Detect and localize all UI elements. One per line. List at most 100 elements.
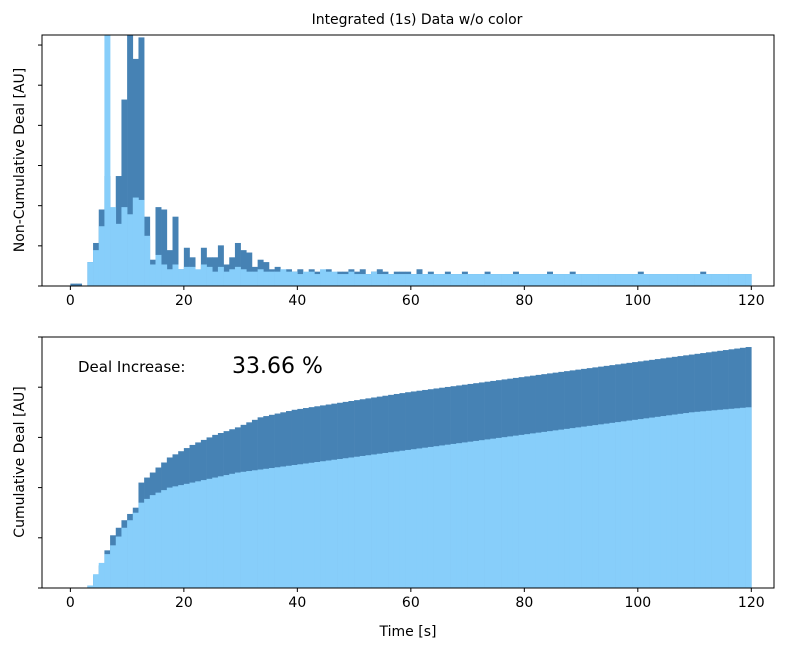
top-light-bar [229, 269, 236, 286]
top-light-bar [609, 274, 616, 286]
bottom-light-bar [291, 465, 298, 588]
bottom-light-bar [274, 467, 281, 588]
bottom-light-bar [87, 585, 94, 588]
top-light-bar [530, 274, 536, 286]
bottom-x-tick-label: 60 [402, 595, 420, 611]
top-light-bar [444, 274, 451, 286]
top-dark-bar [121, 99, 128, 287]
bottom-light-bar [337, 458, 344, 588]
bottom-light-bar [478, 440, 485, 588]
top-dark-bar [166, 250, 173, 286]
top-y-axis-label: Non-Cumulative Deal [AU] [12, 68, 28, 252]
top-dark-bar [246, 252, 253, 286]
bottom-light-bar [263, 468, 270, 588]
bottom-x-tick-label: 120 [738, 595, 765, 611]
bottom-light-bar [620, 421, 627, 588]
top-light-bar [297, 274, 304, 286]
bottom-chart: 0 20 40 60 80 100 120 Cumulative Deal [AU] Tim… [12, 336, 775, 640]
bottom-light-bar [376, 453, 383, 588]
bottom-light-bar [444, 444, 451, 588]
bottom-light-bar [393, 451, 400, 588]
bottom-light-bar [467, 441, 474, 588]
bottom-light-bar [223, 475, 230, 588]
top-light-bar [478, 274, 485, 286]
top-light-bar [552, 274, 559, 286]
bottom-light-bar [705, 410, 712, 588]
top-light-bar [524, 274, 531, 286]
top-x-tick-label: 120 [738, 293, 765, 309]
top-light-bar [200, 264, 207, 286]
bottom-light-bar [581, 426, 588, 588]
top-light-bar [161, 264, 168, 286]
bottom-light-bar [688, 412, 695, 588]
top-light-bar [467, 274, 474, 286]
top-dark-bar [76, 283, 83, 286]
top-light-bar [564, 274, 571, 286]
bottom-plot-frame [41, 336, 775, 589]
top-dark-bar [217, 245, 224, 286]
bottom-light-bar [450, 443, 457, 588]
top-light-bar [268, 271, 275, 286]
bottom-light-bar [410, 449, 417, 588]
top-light-bar [558, 274, 565, 286]
top-light-bar [569, 274, 576, 286]
bottom-light-bar [308, 462, 315, 588]
top-light-bar [660, 274, 667, 286]
top-light-bar [688, 274, 695, 286]
bottom-light-bar [138, 502, 145, 588]
bottom-light-bar [507, 436, 514, 588]
top-light-bar [439, 274, 446, 286]
top-light-bar [308, 271, 315, 286]
top-light-bar [632, 274, 639, 286]
bottom-x-tick-label: 20 [175, 595, 193, 611]
top-light-bar [547, 274, 553, 286]
bottom-light-bar [603, 423, 610, 588]
top-light-bar [388, 274, 395, 286]
top-light-bar [183, 266, 190, 286]
bottom-light-bar [598, 424, 605, 588]
top-light-bar [677, 274, 684, 286]
top-light-bar [722, 274, 729, 286]
deal-increase-label: Deal Increase: [78, 358, 185, 376]
top-light-bar [626, 274, 633, 286]
top-light-bar [189, 266, 196, 286]
bottom-light-bar [552, 430, 559, 588]
bottom-x-tick-label: 100 [624, 595, 651, 611]
bottom-light-bar [388, 452, 395, 588]
top-light-bar [649, 274, 656, 286]
top-light-bar [433, 274, 440, 286]
bottom-light-bar [745, 407, 752, 588]
top-light-bar [376, 274, 383, 286]
bottom-light-bar [649, 417, 656, 588]
top-dark-bar [155, 207, 162, 286]
top-dark-bar [234, 242, 241, 286]
bottom-light-bar [439, 445, 446, 588]
top-light-bar [512, 274, 519, 286]
bottom-light-bar [359, 455, 366, 588]
bottom-light-bar [461, 442, 468, 588]
top-light-bar [348, 271, 355, 286]
top-light-bar [456, 274, 463, 286]
bottom-light-bar [195, 481, 202, 588]
bottom-light-bar [183, 483, 190, 588]
bottom-light-bar [609, 422, 616, 588]
bottom-light-bar [200, 480, 207, 588]
bottom-light-bar [286, 465, 292, 588]
top-light-bar [450, 274, 457, 286]
bottom-light-bar [217, 476, 224, 588]
bottom-light-bar [297, 464, 304, 588]
top-light-bar [149, 264, 156, 286]
bottom-light-bar [382, 452, 389, 588]
top-light-bar [155, 254, 162, 286]
top-dark-bar [161, 209, 168, 286]
top-plot-frame [41, 34, 775, 287]
top-light-bar [286, 271, 292, 286]
bottom-light-bar [547, 431, 553, 588]
top-light-bar [138, 199, 145, 286]
bottom-light-bar [161, 490, 168, 588]
top-light-bar [115, 223, 122, 286]
top-light-bar [331, 271, 338, 286]
bottom-light-bar [189, 482, 196, 588]
top-light-bar [365, 274, 372, 286]
top-light-bar [217, 266, 224, 286]
